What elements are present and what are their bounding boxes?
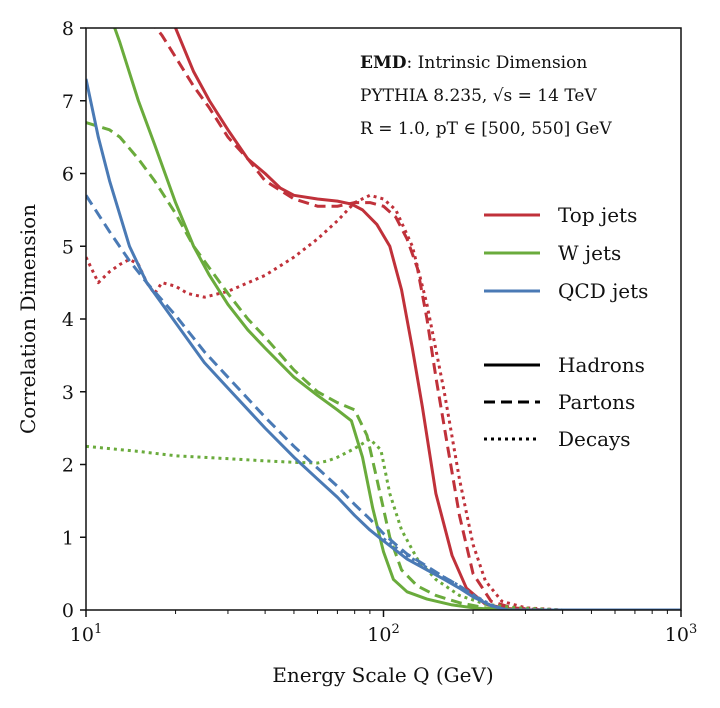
y-tick-label: 3 <box>62 382 74 404</box>
y-tick-label: 4 <box>62 309 74 331</box>
series-line-qcd-dashed <box>86 194 681 610</box>
x-tick-label: 102 <box>367 622 399 646</box>
legend-label-top: Top jets <box>558 203 637 227</box>
annotation-line-3: R = 1.0, pT ∈ [500, 550] GeV <box>360 119 612 139</box>
y-tick-label: 2 <box>62 455 74 477</box>
x-tick-label: 103 <box>665 622 697 646</box>
plot-frame <box>85 27 682 611</box>
x-tick-label: 101 <box>70 622 102 646</box>
legend-label-decays: Decays <box>558 427 631 451</box>
legend-label-w: W jets <box>558 241 621 265</box>
series-line-top-dashed <box>154 28 681 610</box>
y-tick-label: 7 <box>62 91 74 113</box>
legend-label-qcd: QCD jets <box>558 279 648 303</box>
y-tick-label: 5 <box>62 236 74 258</box>
series-line-top-solid <box>173 28 681 610</box>
series-layer <box>86 28 681 610</box>
y-tick-label: 8 <box>62 18 74 40</box>
series-line-w-solid <box>113 28 681 610</box>
series-line-qcd-solid <box>86 78 681 610</box>
legend-label-hadrons: Hadrons <box>558 353 645 377</box>
x-axis-title: Energy Scale Q (GeV) <box>272 663 493 687</box>
series-line-w-dashed <box>86 121 681 610</box>
annotation-line-2: PYTHIA 8.235, √s = 14 TeV <box>360 86 597 106</box>
legend: Top jets W jets QCD jets Hadrons Partons… <box>484 203 648 451</box>
series-line-w-dotted <box>86 437 681 610</box>
y-tick-label: 6 <box>62 164 74 186</box>
ticks-layer: 0 1 2 3 4 5 6 7 8 101 102 103 <box>62 18 697 646</box>
annotation-line-1: EMD: Intrinsic Dimension <box>360 53 587 73</box>
legend-label-partons: Partons <box>558 390 635 414</box>
series-line-qcd-dotted <box>382 537 681 610</box>
y-axis-title: Correlation Dimension <box>16 204 40 434</box>
y-tick-label: 1 <box>62 527 74 549</box>
y-tick-label: 0 <box>62 600 74 622</box>
